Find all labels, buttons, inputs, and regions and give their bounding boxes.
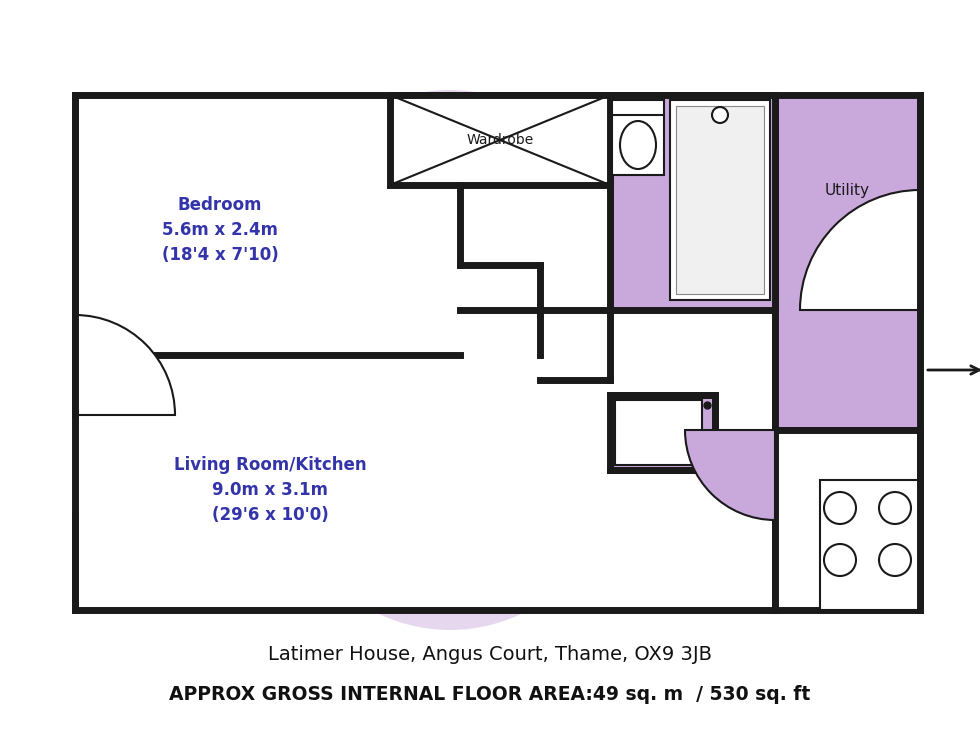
Wedge shape <box>75 315 175 415</box>
Circle shape <box>824 544 856 576</box>
Text: Utility: Utility <box>825 183 870 198</box>
Ellipse shape <box>620 121 656 169</box>
Text: APPROX GROSS INTERNAL FLOOR AREA:49 sq. m  / 530 sq. ft: APPROX GROSS INTERNAL FLOOR AREA:49 sq. … <box>170 686 810 705</box>
Bar <box>610 395 715 470</box>
Circle shape <box>879 492 911 524</box>
Bar <box>775 95 920 430</box>
Ellipse shape <box>240 90 660 630</box>
Text: Latimer House, Angus Court, Thame, OX9 3JB: Latimer House, Angus Court, Thame, OX9 3… <box>268 645 712 665</box>
Bar <box>820 480 920 610</box>
Circle shape <box>879 544 911 576</box>
Text: Wardrobe: Wardrobe <box>466 133 534 147</box>
Bar <box>775 430 920 610</box>
Circle shape <box>712 107 728 123</box>
Bar <box>615 400 702 465</box>
Bar <box>610 95 775 310</box>
Circle shape <box>824 492 856 524</box>
Wedge shape <box>685 430 775 520</box>
Text: Bedroom
5.6m x 2.4m
(18'4 x 7'10): Bedroom 5.6m x 2.4m (18'4 x 7'10) <box>162 196 278 264</box>
Bar <box>676 106 764 294</box>
Wedge shape <box>800 190 920 310</box>
Bar <box>670 100 770 300</box>
Text: Living Room/Kitchen
9.0m x 3.1m
(29'6 x 10'0): Living Room/Kitchen 9.0m x 3.1m (29'6 x … <box>173 456 367 524</box>
Bar <box>390 95 610 185</box>
Bar <box>75 95 775 610</box>
Bar <box>612 100 664 175</box>
